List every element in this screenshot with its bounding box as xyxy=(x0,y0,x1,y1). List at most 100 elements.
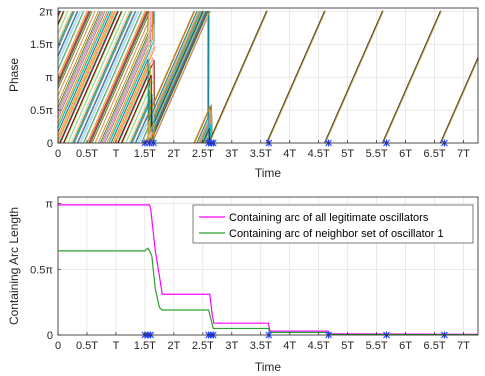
phase-oscillator-line xyxy=(106,11,154,143)
phase-chart: 0 0.5T T 1.5T 2T 2.5T 3T 3.5T 4T 4.5T 5T 5.5T 6T 6.5T… xyxy=(7,6,479,180)
phase-x-tick-label: 3.5T xyxy=(250,148,272,160)
phase-oscillator-line xyxy=(59,10,119,143)
phase-oscillator-line xyxy=(57,11,84,70)
arc-x-tick-label: T xyxy=(113,340,120,352)
legend: Containing arc of all legitimate oscilla… xyxy=(192,204,474,244)
phase-oscillator-line xyxy=(94,11,149,143)
phase-oscillator-line xyxy=(146,10,207,144)
arc-x-tick-label: 4.5T xyxy=(308,340,330,352)
phase-oscillator-line xyxy=(103,11,152,144)
arc-x-tick-label: 0 xyxy=(55,340,61,352)
phase-oscillator-line xyxy=(104,11,152,143)
arc-axes-box xyxy=(57,196,479,336)
phase-oscillator-line xyxy=(57,11,64,24)
phase-oscillator-line xyxy=(57,11,104,113)
arc-y-tick-label: π xyxy=(45,199,53,211)
phase-oscillator-line xyxy=(79,10,139,143)
phase-oscillator-line xyxy=(57,11,79,57)
phase-oscillator-line xyxy=(77,11,137,144)
phase-sync-line xyxy=(324,10,383,143)
phase-x-tick-label: 5T xyxy=(341,148,354,160)
phase-oscillator-line xyxy=(102,11,151,144)
phase-oscillator-line xyxy=(57,10,108,123)
phase-oscillator-line xyxy=(57,11,93,89)
phase-oscillator-line xyxy=(266,10,326,143)
arc-y-label: Containing Arc Length xyxy=(7,207,21,325)
phase-oscillator-line xyxy=(60,11,119,144)
phase-oscillator-line xyxy=(57,10,116,143)
phase-oscillator-line xyxy=(90,10,149,143)
phase-x-ticks: 0 0.5T T 1.5T 2T 2.5T 3T 3.5T 4T 4.5T 5T 5.5T 6T 6.5T… xyxy=(55,140,470,160)
arc-x-tick-label: 7T xyxy=(457,340,470,352)
phase-oscillator-line xyxy=(131,11,207,143)
arc-x-tick-label: 6T xyxy=(399,340,412,352)
phase-y-tick-label: 1.5π xyxy=(30,39,53,51)
phase-x-tick-label: T xyxy=(113,148,120,160)
phase-oscillator-line xyxy=(196,10,210,143)
phase-oscillator-line xyxy=(63,11,122,144)
arc-x-tick-label: 5.5T xyxy=(366,340,388,352)
phase-y-tick-label: 0 xyxy=(47,138,53,150)
phase-oscillator-line xyxy=(57,10,81,61)
phase-oscillator-line xyxy=(147,10,195,143)
arc-x-ticks: 0 0.5T T 1.5T 2T 2.5T 3T 3.5T 4T 4.5T 5T 5.5T 6T 6.5T… xyxy=(55,332,470,352)
phase-oscillator-line xyxy=(147,11,211,144)
phase-x-tick-label: 2.5T xyxy=(192,148,214,160)
phase-x-tick-label: 0.5T xyxy=(76,148,98,160)
arc-series-line-0 xyxy=(58,204,479,335)
phase-oscillator-line xyxy=(99,11,154,144)
phase-oscillator-line xyxy=(57,10,72,42)
phase-y-tick-label: 0.5π xyxy=(30,105,53,117)
phase-oscillator-line xyxy=(209,10,268,144)
phase-oscillator-line xyxy=(70,10,130,143)
phase-oscillator-line xyxy=(98,11,149,143)
arc-x-tick-label: 6.5T xyxy=(424,340,446,352)
phase-oscillator-line xyxy=(57,10,90,82)
arc-x-label: Time xyxy=(255,360,282,374)
phase-y-tick-label: π xyxy=(45,72,53,84)
phase-oscillator-line xyxy=(83,11,143,143)
phase-oscillator-line xyxy=(83,11,142,144)
phase-oscillator-line xyxy=(57,10,66,27)
legend-entry-all: Containing arc of all legitimate oscilla… xyxy=(229,212,429,224)
phase-y-ticks: 0 0.5π π 1.5π 2π xyxy=(30,6,61,150)
phase-oscillator-line xyxy=(57,10,91,86)
phase-oscillator-line xyxy=(72,10,132,143)
phase-oscillator-line xyxy=(148,11,199,143)
phase-x-tick-label: 4.5T xyxy=(308,148,330,160)
phase-oscillator-line xyxy=(440,58,479,143)
phase-oscillator-line xyxy=(57,10,82,64)
arc-x-tick-label: 4T xyxy=(283,340,296,352)
phase-oscillator-line xyxy=(57,10,115,141)
phase-oscillator-line xyxy=(382,10,442,143)
phase-oscillator-line xyxy=(87,10,147,143)
phase-x-tick-label: 1.5T xyxy=(134,148,156,160)
phase-oscillator-line xyxy=(135,11,208,144)
phase-oscillator-line xyxy=(64,10,124,143)
phase-oscillator-line xyxy=(57,10,99,104)
phase-x-tick-label: 0 xyxy=(55,148,61,160)
phase-x-tick-label: 2T xyxy=(167,148,180,160)
phase-x-tick-label: 4T xyxy=(283,148,296,160)
phase-series xyxy=(57,10,479,144)
arc-length-chart: 0 0.5T T 1.5T 2T 2.5T 3T 3.5T 4T 4.5T 5T 5.5T 6T 6.5T… xyxy=(7,196,479,374)
phase-axes-box xyxy=(57,7,479,144)
phase-sync-line xyxy=(382,10,441,143)
phase-oscillator-line xyxy=(57,10,106,119)
phase-oscillator-line xyxy=(57,11,69,34)
phase-oscillator-line xyxy=(110,11,198,143)
phase-oscillator-line xyxy=(76,11,136,143)
phase-oscillator-line xyxy=(324,10,384,143)
phase-oscillator-line xyxy=(108,11,155,144)
arc-x-tick-label: 1.5T xyxy=(134,340,156,352)
phase-oscillator-line xyxy=(57,10,89,79)
phase-oscillator-line xyxy=(67,11,127,144)
phase-oscillator-line xyxy=(153,10,203,143)
phase-oscillator-line xyxy=(58,11,118,144)
phase-oscillator-line xyxy=(57,10,88,78)
phase-oscillator-line xyxy=(57,11,104,115)
phase-oscillator-line xyxy=(89,11,148,144)
arc-y-tick-label: 0 xyxy=(47,330,53,342)
arc-series-line-1 xyxy=(58,247,479,336)
arc-x-tick-label: 2.5T xyxy=(192,340,214,352)
